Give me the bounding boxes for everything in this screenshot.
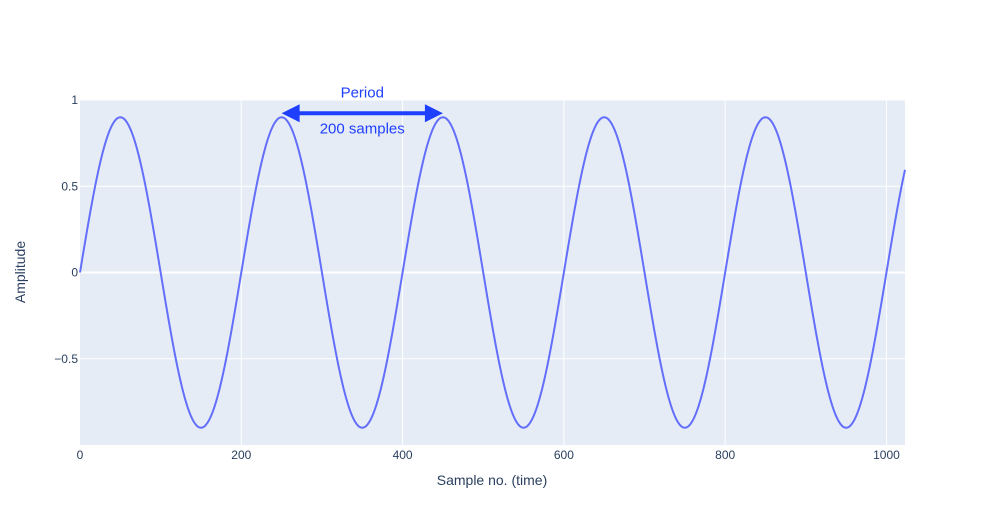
period-annotation: Period 200 samples	[281, 84, 443, 137]
sine-series-line	[79, 116, 906, 429]
y-tick-label: 0.5	[61, 179, 78, 193]
x-tick-label: 1000	[873, 448, 900, 462]
y-tick-label: −0.5	[54, 352, 78, 366]
period-samples-label: 200 samples	[320, 120, 405, 137]
y-axis-ticks: 1 0.5 0 −0.5	[54, 93, 78, 366]
x-axis-ticks: 0 200 400 600 800 1000	[77, 448, 900, 462]
y-tick-label: 0	[71, 266, 78, 280]
x-tick-label: 800	[715, 448, 735, 462]
x-tick-label: 200	[231, 448, 251, 462]
y-axis-title: Amplitude	[12, 241, 28, 303]
x-tick-label: 600	[554, 448, 574, 462]
period-arrow-head-left	[281, 104, 300, 123]
period-label: Period	[341, 84, 384, 101]
x-tick-label: 0	[77, 448, 84, 462]
x-axis-title: Sample no. (time)	[437, 472, 547, 488]
period-arrow-head-right	[424, 104, 443, 123]
x-tick-label: 400	[393, 448, 413, 462]
y-tick-label: 1	[71, 93, 78, 107]
